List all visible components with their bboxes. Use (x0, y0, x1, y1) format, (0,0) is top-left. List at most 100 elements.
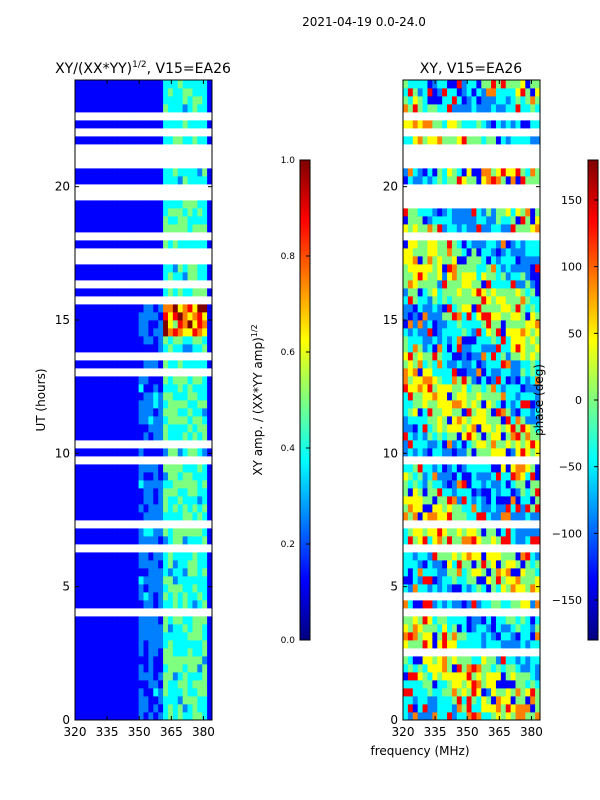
heatmap-cell (422, 464, 428, 473)
heatmap-cell (437, 104, 443, 113)
heatmap-cell (167, 408, 174, 417)
heatmap-cell (148, 568, 154, 577)
heatmap-cell (447, 432, 453, 441)
heatmap-cell (114, 168, 120, 177)
heatmap-cell (187, 664, 193, 673)
heatmap-cell (486, 344, 492, 353)
heatmap-cell (403, 600, 409, 609)
heatmap-cell (505, 144, 512, 153)
heatmap-cell (114, 480, 120, 489)
y-tick-label: 10 (383, 446, 398, 460)
heatmap-cell (476, 392, 482, 401)
heatmap-cell (89, 432, 95, 441)
heatmap-cell (177, 416, 184, 425)
heatmap-cell (471, 432, 477, 441)
heatmap-cell (177, 440, 184, 449)
heatmap-cell (163, 208, 169, 217)
heatmap-cell (104, 88, 110, 97)
heatmap-cell (505, 360, 512, 369)
heatmap-cell (133, 128, 139, 137)
heatmap-cell (461, 552, 467, 561)
heatmap-cell (207, 144, 213, 153)
heatmap-cell (177, 168, 184, 177)
heatmap-cell (143, 120, 149, 129)
heatmap-cell (505, 296, 512, 305)
heatmap-cell (187, 688, 193, 697)
heatmap-cell (114, 152, 120, 161)
heatmap-cell (143, 680, 149, 689)
heatmap-cell (403, 120, 409, 129)
heatmap-cell (447, 608, 453, 617)
heatmap-cell (525, 160, 531, 169)
heatmap-cell (530, 112, 536, 121)
heatmap-cell (138, 192, 144, 201)
heatmap-cell (128, 568, 135, 577)
heatmap-cell (158, 312, 164, 321)
heatmap-cell (417, 328, 423, 337)
phase-axes-frame (402, 79, 541, 721)
heatmap-cell (495, 392, 502, 401)
heatmap-cell (202, 96, 208, 105)
heatmap-cell (412, 128, 419, 137)
heatmap-cell (491, 368, 497, 377)
heatmap-cell (412, 632, 419, 641)
heatmap-cell (530, 160, 536, 169)
heatmap-cell (119, 200, 125, 209)
heatmap-cell (202, 664, 208, 673)
heatmap-cell (104, 336, 110, 345)
heatmap-cell (99, 256, 105, 265)
heatmap-cell (99, 264, 105, 273)
heatmap-cell (158, 272, 164, 281)
heatmap-cell (75, 600, 81, 609)
heatmap-cell (422, 288, 428, 297)
heatmap-cell (412, 704, 419, 713)
heatmap-cell (476, 384, 482, 393)
heatmap-cell (84, 312, 91, 321)
heatmap-cell (456, 304, 463, 313)
heatmap-cell (456, 160, 463, 169)
heatmap-cell (417, 616, 423, 625)
heatmap-cell (79, 232, 86, 241)
heatmap-cell (89, 112, 95, 121)
x-tick-label: 365 (488, 725, 511, 739)
heatmap-cell (84, 200, 91, 209)
heatmap-cell (427, 88, 433, 97)
heatmap-cell (133, 552, 139, 561)
heatmap-cell (123, 176, 130, 185)
heatmap-cell (79, 384, 86, 393)
heatmap-cell (432, 472, 438, 481)
heatmap-cell (143, 560, 149, 569)
heatmap-cell (525, 128, 531, 137)
heatmap-cell (79, 80, 86, 89)
heatmap-cell (407, 520, 414, 529)
heatmap-cell (481, 536, 487, 545)
x-tick-label: 365 (160, 725, 183, 739)
heatmap-cell (476, 296, 482, 305)
heatmap-cell (119, 472, 125, 481)
heatmap-cell (481, 408, 487, 417)
heatmap-cell (412, 560, 419, 569)
heatmap-cell (520, 400, 526, 409)
heatmap-cell (403, 504, 409, 513)
heatmap-cell (515, 648, 521, 657)
heatmap-cell (495, 488, 502, 497)
heatmap-cell (172, 288, 179, 297)
heatmap-cell (163, 112, 169, 121)
heatmap-cell (75, 80, 81, 89)
heatmap-cell (495, 640, 502, 649)
heatmap-cell (422, 624, 428, 633)
heatmap-cell (84, 648, 91, 657)
heatmap-cell (461, 504, 467, 513)
heatmap-cell (491, 616, 497, 625)
heatmap-cell (119, 424, 125, 433)
heatmap-cell (75, 496, 81, 505)
heatmap-cell (119, 504, 125, 513)
heatmap-cell (412, 624, 419, 633)
heatmap-cell (447, 424, 453, 433)
heatmap-cell (99, 296, 105, 305)
heatmap-cell (172, 320, 179, 329)
heatmap-cell (143, 456, 149, 465)
heatmap-cell (148, 504, 154, 513)
heatmap-cell (515, 488, 521, 497)
